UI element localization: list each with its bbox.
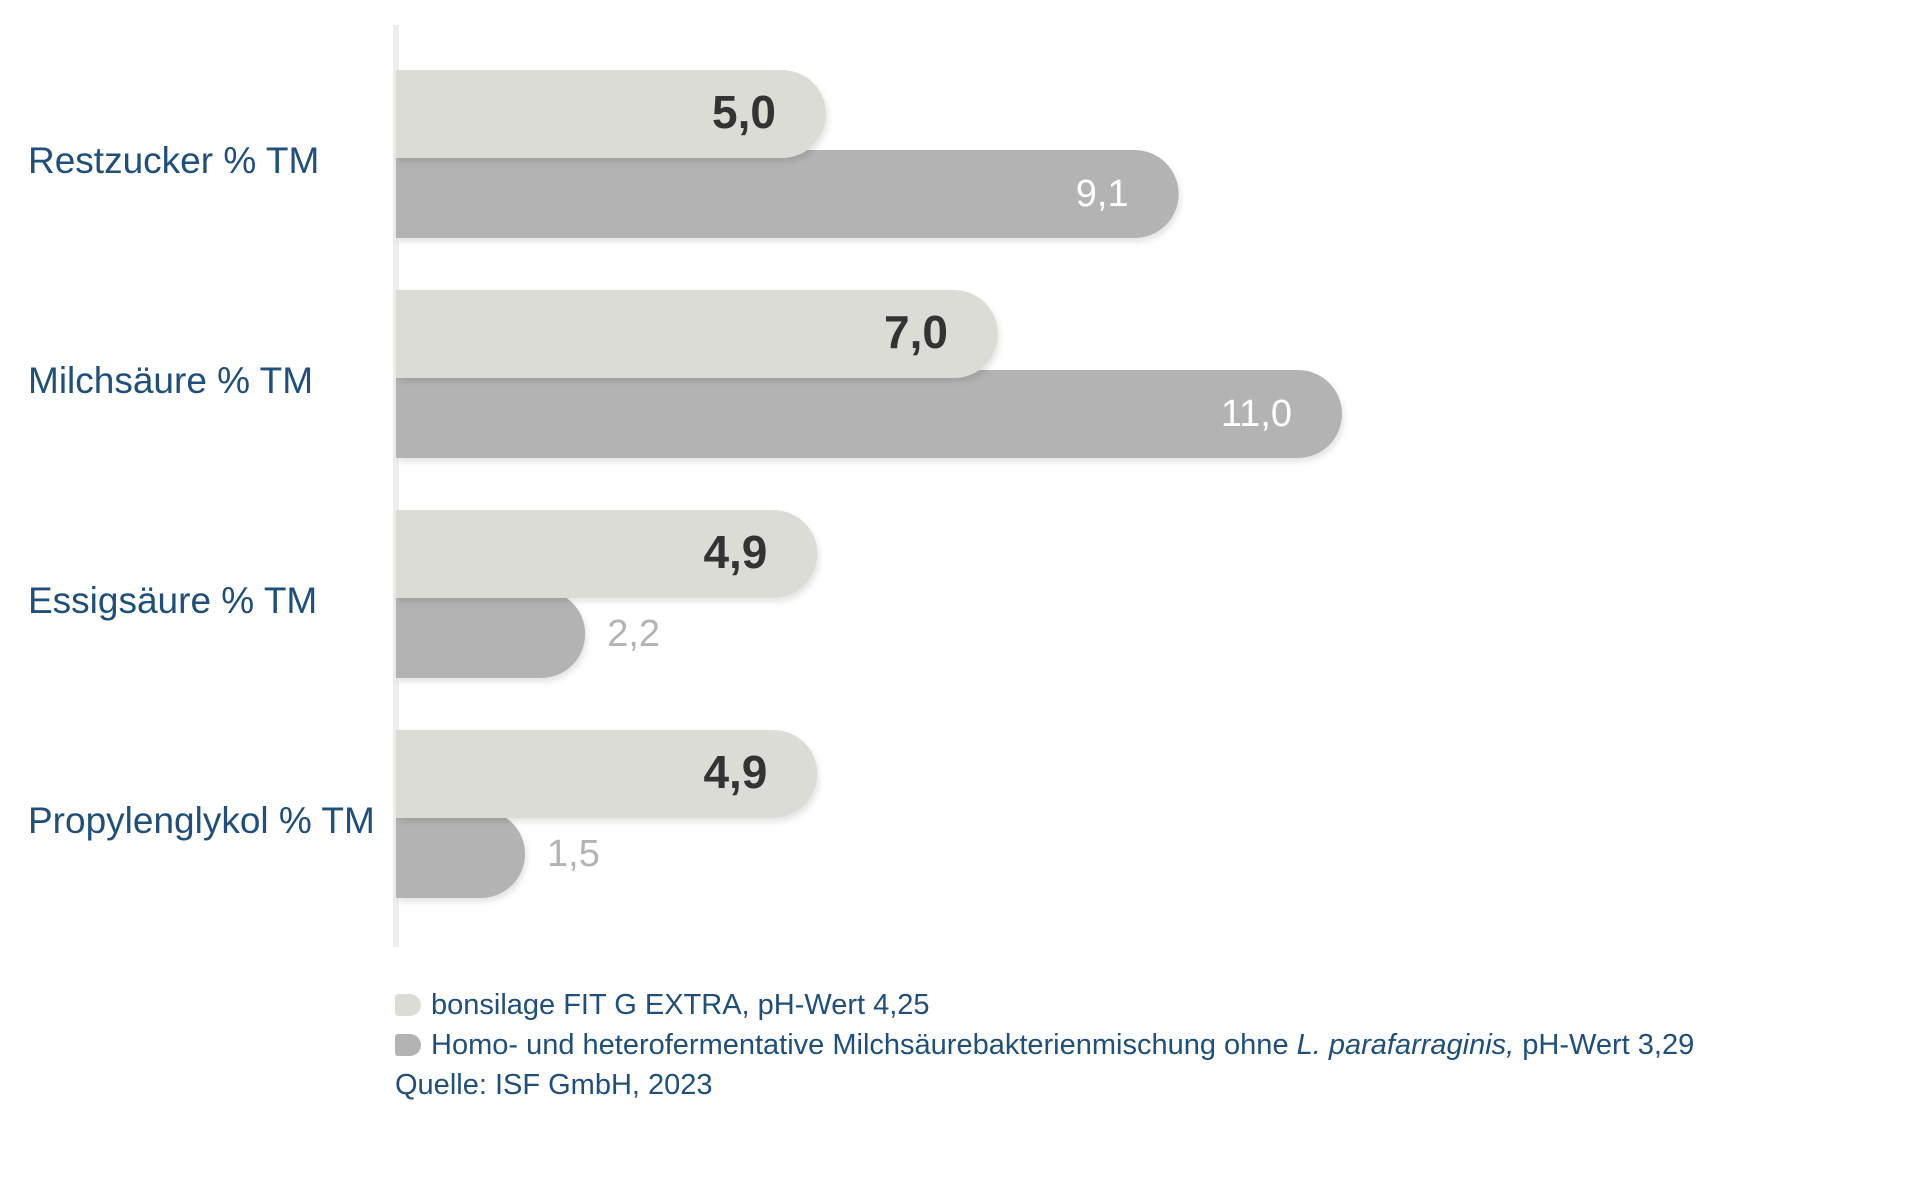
bar-series1-3 (396, 730, 818, 818)
legend-label-2-text: Homo- und heterofermentative Milchsäureb… (431, 1029, 1297, 1061)
category-label-3: Propylenglykol % TM (28, 800, 375, 841)
value-label-series1-3: 4,9 (703, 746, 767, 798)
category-label-0: Restzucker % TM (28, 140, 319, 181)
bar-series2-3 (396, 810, 525, 898)
bar-series1-0 (396, 70, 826, 158)
legend: bonsilage FIT G EXTRA, pH-Wert 4,25 Homo… (395, 985, 1694, 1105)
legend-item-1: bonsilage FIT G EXTRA, pH-Wert 4,25 (395, 985, 1694, 1025)
value-label-series2-3: 1,5 (547, 833, 600, 875)
legend-label-2-italic: L. parafarraginis, (1296, 1029, 1515, 1061)
axis-line (393, 25, 399, 947)
legend-label-2-suffix: pH-Wert 3,29 (1514, 1029, 1695, 1061)
value-label-series2-0: 9,1 (1076, 173, 1129, 215)
value-label-series2-2: 2,2 (607, 613, 660, 655)
value-label-series1-2: 4,9 (703, 526, 767, 578)
legend-label-1: bonsilage FIT G EXTRA, pH-Wert 4,25 (431, 989, 930, 1021)
bar-series2-2 (396, 590, 586, 678)
bar-series2-1 (396, 370, 1342, 458)
source-text: Quelle: ISF GmbH, 2023 (395, 1069, 713, 1101)
value-label-series1-0: 5,0 (712, 86, 776, 138)
bar-series1-2 (396, 510, 818, 598)
value-label-series2-1: 11,0 (1221, 393, 1292, 435)
value-label-series1-1: 7,0 (884, 306, 948, 358)
category-label-1: Milchsäure % TM (28, 360, 313, 401)
legend-label-2: Homo- und heterofermentative Milchsäureb… (431, 1025, 1694, 1065)
legend-swatch-1 (395, 994, 421, 1016)
legend-swatch-2 (395, 1034, 421, 1056)
category-label-2: Essigsäure % TM (28, 580, 317, 621)
bar-series2-0 (396, 150, 1179, 238)
source-note: Quelle: ISF GmbH, 2023 (395, 1065, 1694, 1105)
bar-series1-1 (396, 290, 998, 378)
legend-item-2: Homo- und heterofermentative Milchsäureb… (395, 1025, 1694, 1065)
